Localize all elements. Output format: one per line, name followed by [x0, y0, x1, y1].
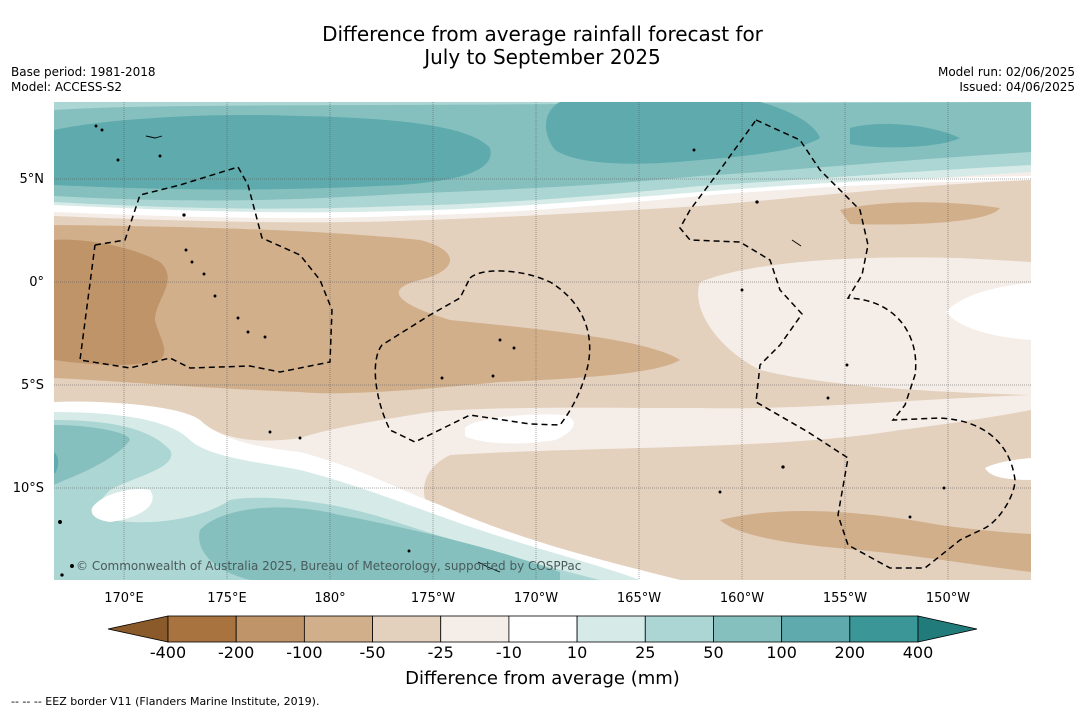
colorbar-tick-label: 200	[835, 643, 866, 662]
map-field	[54, 102, 1031, 580]
eez-footnote: -- -- -- EEZ border V11 (Flanders Marine…	[11, 695, 320, 708]
colorbar-extend-low	[107, 615, 169, 643]
south-band-teal-east	[199, 507, 561, 580]
colorbar	[107, 615, 978, 643]
colorbar-tick-label: -400	[150, 643, 186, 662]
lat-label-10s: 10°S	[13, 481, 44, 496]
model-run-text: Model run: 02/06/2025	[937, 65, 1075, 79]
central-white-patch	[465, 414, 574, 444]
lon-label-180: 180°	[314, 591, 345, 606]
colorbar-tick-label: 25	[635, 643, 655, 662]
east-white-patch	[946, 283, 1031, 340]
meta-left: Base period: 1981-2018 Model: ACCESS-S2	[11, 65, 156, 95]
colorbar-tick-label: 10	[567, 643, 587, 662]
north-band-dark-west	[54, 114, 491, 190]
colorbar-labels: -400 -200 -100 -50 -25 -10 10 25 50 100 200 400	[150, 643, 933, 662]
colorbar-title: Difference from average (mm)	[405, 668, 680, 689]
eez-tuvalu-border	[79, 166, 333, 373]
colorbar-segment	[372, 615, 442, 643]
south-band-dark-west	[54, 452, 59, 474]
south-band-mid	[54, 420, 600, 580]
issued-text: Issued: 04/06/2025	[959, 80, 1075, 94]
eez-borders	[79, 119, 1016, 569]
colorbar-segment	[713, 615, 783, 643]
colorbar-tick-label: -25	[428, 643, 454, 662]
lon-label-175e: 175°E	[207, 591, 247, 606]
lon-label-170e: 170°E	[104, 591, 144, 606]
southeast-white-patch	[985, 458, 1031, 480]
dry-band-dark	[54, 239, 168, 365]
lon-label-160w: 160°W	[720, 591, 764, 606]
colorbar-segment	[235, 615, 305, 643]
latitude-labels: 5°N 0° 5°S 10°S	[13, 172, 44, 496]
lon-label-165w: 165°W	[617, 591, 661, 606]
lon-label-170w: 170°W	[514, 591, 558, 606]
north-band-dark-east	[545, 102, 820, 164]
lat-label-5s: 5°S	[21, 378, 44, 393]
south-white-inset	[91, 489, 153, 522]
base-period-text: Base period: 1981-2018	[11, 65, 156, 79]
dry-patch-east	[840, 202, 1000, 225]
lon-label-150w: 150°W	[926, 591, 970, 606]
north-white-strip	[54, 176, 1031, 219]
dry-band-mid	[54, 225, 680, 394]
colorbar-segment	[644, 615, 714, 643]
colorbar-segment	[508, 615, 578, 643]
colorbar-tick-label: 400	[903, 643, 934, 662]
colorbar-segment	[440, 615, 510, 643]
colorbar-extend-high	[917, 615, 978, 643]
lat-label-5n: 5°N	[20, 172, 45, 187]
gridlines	[54, 102, 1031, 580]
eez-line-islands-border	[679, 119, 1016, 569]
colorbar-segment	[849, 615, 919, 643]
colorbar-segment	[576, 615, 646, 643]
dry-patch-southeast	[720, 510, 1031, 572]
colorbar-segment	[167, 615, 237, 643]
copyright-text: © Commonwealth of Australia 2025, Bureau…	[76, 559, 581, 573]
south-band-teal-west	[54, 425, 130, 485]
colorbar-tick-label: -100	[286, 643, 322, 662]
colorbar-segment	[781, 615, 851, 643]
lat-label-0: 0°	[29, 275, 44, 290]
north-band-dark-far-east	[850, 123, 960, 148]
meta-right: Model run: 02/06/2025 Issued: 04/06/2025	[938, 65, 1075, 95]
lon-label-155w: 155°W	[823, 591, 867, 606]
lon-label-175w: 175°W	[411, 591, 455, 606]
islands	[58, 124, 946, 577]
map-title-line-1: Difference from average rainfall forecas…	[322, 22, 763, 46]
eez-phoenix-border	[374, 270, 591, 443]
colorbar-tick-label: -50	[359, 643, 385, 662]
model-text: Model: ACCESS-S2	[11, 80, 123, 94]
colorbar-segment	[303, 615, 373, 643]
colorbar-tick-label: 100	[766, 643, 797, 662]
colorbar-tick-label: 50	[703, 643, 723, 662]
colorbar-tick-label: -200	[218, 643, 254, 662]
longitude-labels: 170°E 175°E 180° 175°W 170°W 165°W 160°W…	[104, 591, 970, 606]
map-title-line-2: July to September 2025	[424, 45, 661, 69]
colorbar-tick-label: -10	[496, 643, 522, 662]
